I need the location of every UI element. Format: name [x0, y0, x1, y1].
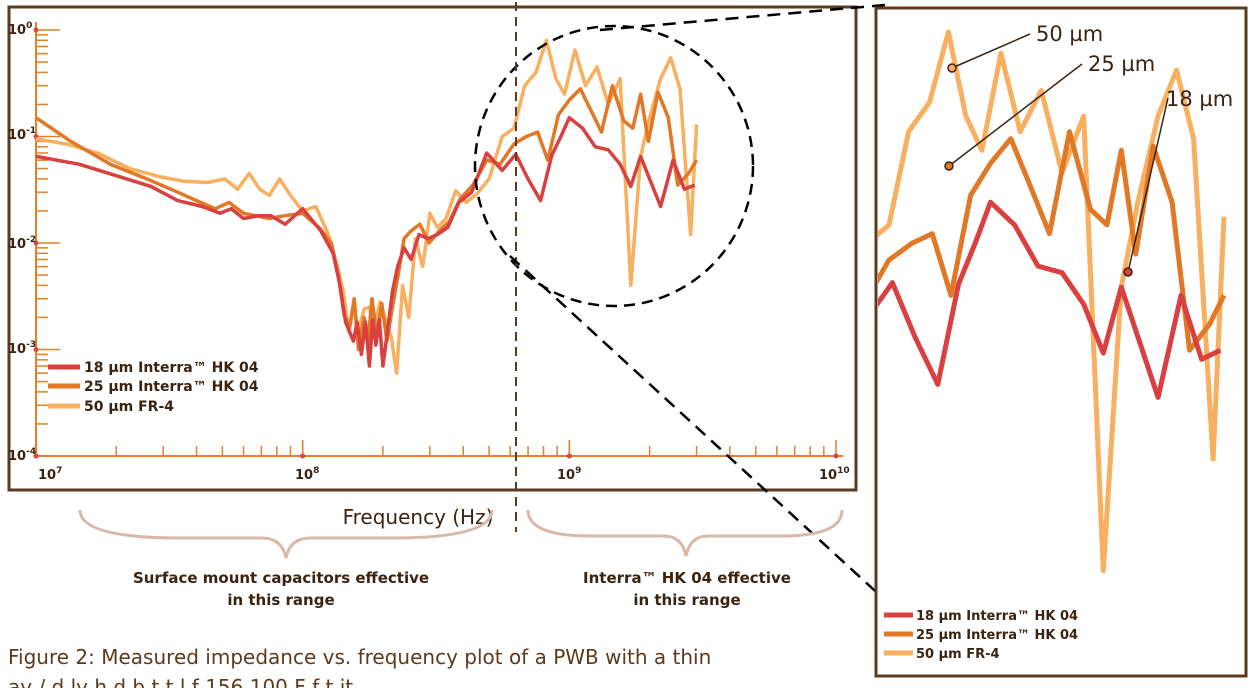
annotation-label-25um: 25 µm: [1088, 52, 1155, 76]
plot-area: [35, 38, 699, 375]
y-tick-label: 100: [8, 21, 32, 38]
range-brace-left: [78, 509, 494, 559]
x-tick-dot: [566, 453, 572, 459]
series-line-18um-interra: [35, 115, 696, 368]
annotation-leader-50um: [951, 33, 1031, 69]
inset-series-line-25um-interra: [878, 129, 1227, 353]
range-label-right-line2: in this range: [633, 591, 740, 609]
figure-caption: Figure 2: Measured impedance vs. frequen…: [8, 645, 711, 669]
series-line-50um-fr4: [35, 38, 699, 375]
inset-legend-label: 25 µm Interra™ HK 04: [916, 628, 1078, 643]
x-axis-label: Frequency (Hz): [343, 505, 494, 529]
x-tick-label: 1010: [819, 466, 850, 483]
inset-plot-area: [878, 29, 1227, 574]
annotation-label-50um: 50 µm: [1036, 22, 1103, 46]
inset-series-line-18um-interra: [878, 199, 1222, 400]
annotation-dot-25um: [944, 161, 954, 171]
legend-label: 25 µm Interra™ HK 04: [84, 379, 259, 395]
x-tick-dot: [300, 453, 306, 459]
legend-label: 50 µm FR-4: [84, 399, 174, 415]
x-tick-label: 108: [295, 466, 319, 483]
annotation-leader-18um: [1127, 97, 1169, 273]
annotation-leader-25um: [948, 63, 1083, 167]
legend-item: 25 µm Interra™ HK 04: [48, 379, 259, 395]
plot-frame: [7, 5, 858, 492]
inset-legend-label: 18 µm Interra™ HK 04: [916, 609, 1078, 624]
zoom-connector-bottom: [509, 255, 886, 601]
y-tick-label: 10-3: [8, 340, 36, 357]
inset-annotations: 50 µm 25 µm 18 µm: [944, 22, 1233, 277]
figure-caption-line2: ay / d ly h d b t t l f 156 100 F f t it: [8, 675, 353, 688]
y-tick-dot: [33, 453, 39, 459]
inset-legend-item: 50 µm FR-4: [884, 647, 1000, 662]
legend: 18 µm Interra™ HK 04 25 µm Interra™ HK 0…: [48, 360, 259, 415]
legend-item: 18 µm Interra™ HK 04: [48, 360, 259, 376]
axis-ticks: [33, 27, 839, 459]
annotation-dot-18um: [1123, 267, 1133, 277]
zoom-circle: [473, 24, 755, 308]
inset-legend-item: 18 µm Interra™ HK 04: [884, 609, 1078, 624]
y-tick-dot: [33, 347, 39, 352]
y-tick-dot: [33, 27, 39, 33]
x-tick-dot: [833, 453, 839, 459]
legend-label: 18 µm Interra™ HK 04: [84, 360, 259, 376]
x-tick-label: 107: [38, 466, 62, 483]
inset-series-line-50um-fr4: [878, 29, 1227, 574]
range-label-left-line2: in this range: [227, 591, 334, 609]
range-brace-right: [526, 509, 844, 557]
y-tick-label: 10-1: [8, 126, 36, 143]
range-label-right: Interra™ HK 04 effective: [583, 569, 791, 587]
y-tick-label: 10-4: [8, 447, 36, 464]
inset-legend-label: 50 µm FR-4: [916, 647, 1000, 662]
annotation-dot-50um: [947, 63, 957, 73]
inset-frame: [874, 6, 1248, 678]
y-tick-dot: [33, 240, 39, 246]
inset-legend: 18 µm Interra™ HK 04 25 µm Interra™ HK 0…: [884, 609, 1078, 662]
legend-item: 50 µm FR-4: [48, 399, 174, 415]
x-tick-label: 109: [557, 466, 581, 483]
zoom-connector-top: [599, 3, 886, 32]
inset-legend-item: 25 µm Interra™ HK 04: [884, 628, 1078, 643]
y-tick-label: 10-2: [8, 235, 36, 252]
annotation-label-18um: 18 µm: [1166, 87, 1233, 111]
range-label-left: Surface mount capacitors effective: [133, 569, 429, 587]
